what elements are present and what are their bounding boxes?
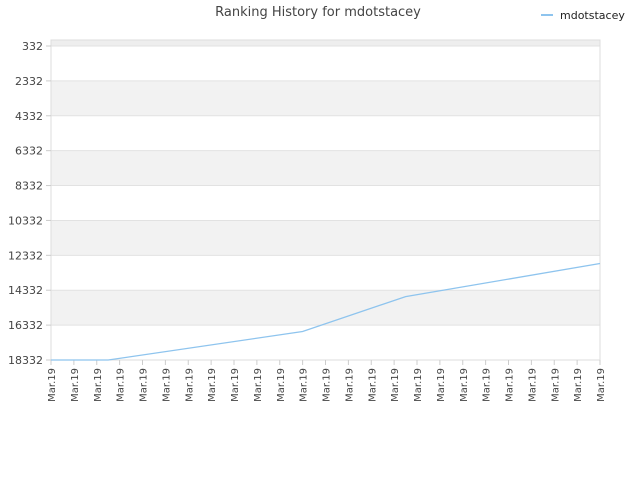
x-tick-label: Mar.19 (482, 368, 493, 402)
y-tick-label: 8332 (15, 180, 43, 193)
x-tick-label: Mar.19 (230, 368, 241, 402)
x-tick-label: Mar.19 (390, 368, 401, 402)
x-tick-label: Mar.19 (436, 368, 447, 402)
y-axis: 332 2332 4332 6332 8332 10332 12332 14332 16332 1… (8, 40, 51, 367)
y-tick-label: 12332 (8, 249, 43, 262)
series-layer (51, 262, 601, 361)
y-tick-label: 6332 (15, 145, 43, 158)
x-tick-label: Mar.19 (47, 368, 58, 402)
x-tick-label: Mar.19 (139, 368, 150, 402)
y-tick-label: 16332 (8, 319, 43, 332)
plot-bands (51, 40, 600, 326)
x-tick-label: Mar.19 (367, 368, 378, 402)
y-tick-label: 2332 (15, 75, 43, 88)
x-tick-label: Mar.19 (527, 368, 538, 402)
y-tick-label: 4332 (15, 110, 43, 123)
x-tick-label: Mar.19 (322, 368, 333, 402)
x-axis: Mar.19 Mar.19 Mar.19 Mar.19 Mar.19 Mar.19 Mar.… (47, 360, 607, 402)
plot-band (51, 220, 600, 256)
series-line (51, 262, 601, 361)
x-tick-label: Mar.19 (550, 368, 561, 402)
legend-label: mdotstacey (560, 9, 625, 22)
x-tick-label: Mar.19 (93, 368, 104, 402)
x-tick-label: Mar.19 (116, 368, 127, 402)
y-tick-label: 18332 (8, 354, 43, 367)
x-tick-label: Mar.19 (299, 368, 310, 402)
x-tick-label: Mar.19 (276, 368, 287, 402)
plot-band (51, 150, 600, 186)
plot-band (51, 290, 600, 326)
x-tick-label: Mar.19 (505, 368, 516, 402)
x-tick-label: Mar.19 (413, 368, 424, 402)
plot-band (51, 40, 600, 46)
x-tick-label: Mar.19 (459, 368, 470, 402)
x-tick-label: Mar.19 (253, 368, 264, 402)
x-tick-label: Mar.19 (596, 368, 607, 402)
x-tick-label: Mar.19 (70, 368, 81, 402)
y-tick-label: 14332 (8, 284, 43, 297)
plot-band (51, 80, 600, 116)
x-tick-label: Mar.19 (184, 368, 195, 402)
y-tick-label: 10332 (8, 214, 43, 227)
x-tick-label: Mar.19 (207, 368, 218, 402)
x-tick-label: Mar.19 (161, 368, 172, 402)
x-tick-label: Mar.19 (573, 368, 584, 402)
x-tick-label: Mar.19 (344, 368, 355, 402)
y-tick-label: 332 (22, 40, 43, 53)
legend: mdotstacey (541, 9, 625, 22)
chart-title: Ranking History for mdotstacey (215, 5, 421, 20)
